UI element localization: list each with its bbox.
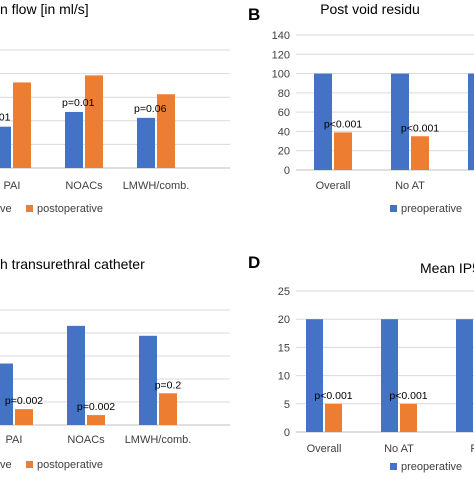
bar-preoperative — [0, 363, 13, 425]
y-tick-label: 10 — [278, 371, 290, 383]
p-value-annotation: p=0.002 — [5, 395, 43, 407]
legend-label: postoperative — [37, 459, 103, 471]
chart-title: n flow [in ml/s] — [0, 1, 89, 17]
y-tick-label: 120 — [272, 49, 290, 61]
category-label: LMWH/comb. — [123, 180, 190, 192]
bar-postoperative — [334, 132, 352, 170]
legend-label: ve — [0, 203, 12, 215]
y-tick-label: 0 — [284, 165, 290, 177]
y-tick-label: 20 — [278, 314, 290, 326]
p-value-annotation: p<0.001 — [314, 390, 352, 402]
category-label: PAI — [6, 434, 23, 446]
chart-title: Mean IP5 — [420, 260, 474, 276]
category-label: Overall — [307, 443, 342, 455]
y-tick-label: 80 — [278, 88, 290, 100]
legend-swatch — [390, 205, 397, 212]
bar-postoperative — [85, 75, 103, 168]
legend-label: preoperative — [401, 461, 462, 473]
y-tick-label: 15 — [278, 342, 290, 354]
category-label: NOACs — [67, 434, 105, 446]
y-tick-label: 140 — [272, 30, 290, 42]
bar-preoperative — [468, 73, 474, 170]
bar-preoperative — [67, 325, 85, 425]
y-tick-label: 40 — [278, 126, 290, 138]
p-value-annotation: p<0.001 — [389, 390, 427, 402]
bar-postoperative — [157, 94, 175, 168]
p-value-annotation: p=0.06 — [134, 103, 167, 115]
chart-panel-c: h transurethral catheter PAI p=0.002 NOACs p… — [0, 256, 230, 471]
panel-letter: D — [248, 253, 260, 272]
category-label: P — [470, 443, 474, 455]
bar-preoperative — [139, 335, 157, 425]
panel-letter: B — [248, 5, 260, 24]
bar-postoperative — [411, 136, 429, 170]
legend-label: ve — [0, 459, 12, 471]
y-tick-label: 60 — [278, 107, 290, 119]
p-value-annotation: p<0.001 — [324, 118, 362, 130]
y-tick-label: 0 — [284, 427, 290, 439]
bar-preoperative — [137, 117, 155, 168]
bar-preoperative — [381, 319, 398, 432]
legend-swatch — [26, 205, 33, 212]
bar-postoperative — [400, 403, 417, 432]
chart-panel-d: 0 5 10 15 20 25 D Mean IP5 Overall p<0.001 No AT p<… — [248, 253, 474, 473]
legend-label: preoperative — [401, 203, 462, 215]
chart-panel-a: n flow [in ml/s] PAI .001 NOACs p=0.01 LMWH/c… — [0, 1, 230, 215]
legend-swatch — [26, 461, 33, 468]
y-tick-label: 20 — [278, 146, 290, 158]
y-tick-label: 25 — [278, 286, 290, 298]
category-label: NOACs — [65, 180, 103, 192]
category-label: LMWH/comb. — [125, 434, 192, 446]
p-value-annotation: p=0.01 — [62, 97, 95, 109]
bar-postoperative — [325, 403, 342, 432]
bar-preoperative — [314, 73, 332, 170]
legend-label: postoperative — [37, 203, 103, 215]
legend-swatch — [390, 463, 397, 470]
category-label: No AT — [395, 180, 425, 192]
bar-preoperative — [456, 319, 473, 432]
chart-panel-b: 0 20 40 60 80 100 120 140 B Post void residu Overa… — [248, 1, 474, 215]
chart-title: Post void residu — [320, 1, 420, 17]
bar-preoperative — [0, 126, 11, 168]
bar-postoperative — [87, 415, 105, 425]
bar-postoperative — [159, 393, 177, 425]
category-label: No AT — [384, 443, 414, 455]
bar-postoperative — [13, 82, 31, 168]
p-value-annotation: p=0.002 — [77, 401, 115, 413]
y-tick-label: 100 — [272, 69, 290, 81]
category-label: PAI — [4, 180, 21, 192]
y-tick-label: 5 — [284, 399, 290, 411]
chart-title: h transurethral catheter — [0, 256, 145, 272]
bar-preoperative — [65, 111, 83, 168]
p-value-annotation: .001 — [0, 112, 11, 124]
p-value-annotation: p=0.2 — [155, 379, 182, 391]
bar-preoperative — [306, 319, 323, 432]
category-label: Overall — [316, 180, 351, 192]
bar-preoperative — [391, 73, 409, 170]
bar-postoperative — [15, 409, 33, 425]
p-value-annotation: p<0.001 — [401, 122, 439, 134]
